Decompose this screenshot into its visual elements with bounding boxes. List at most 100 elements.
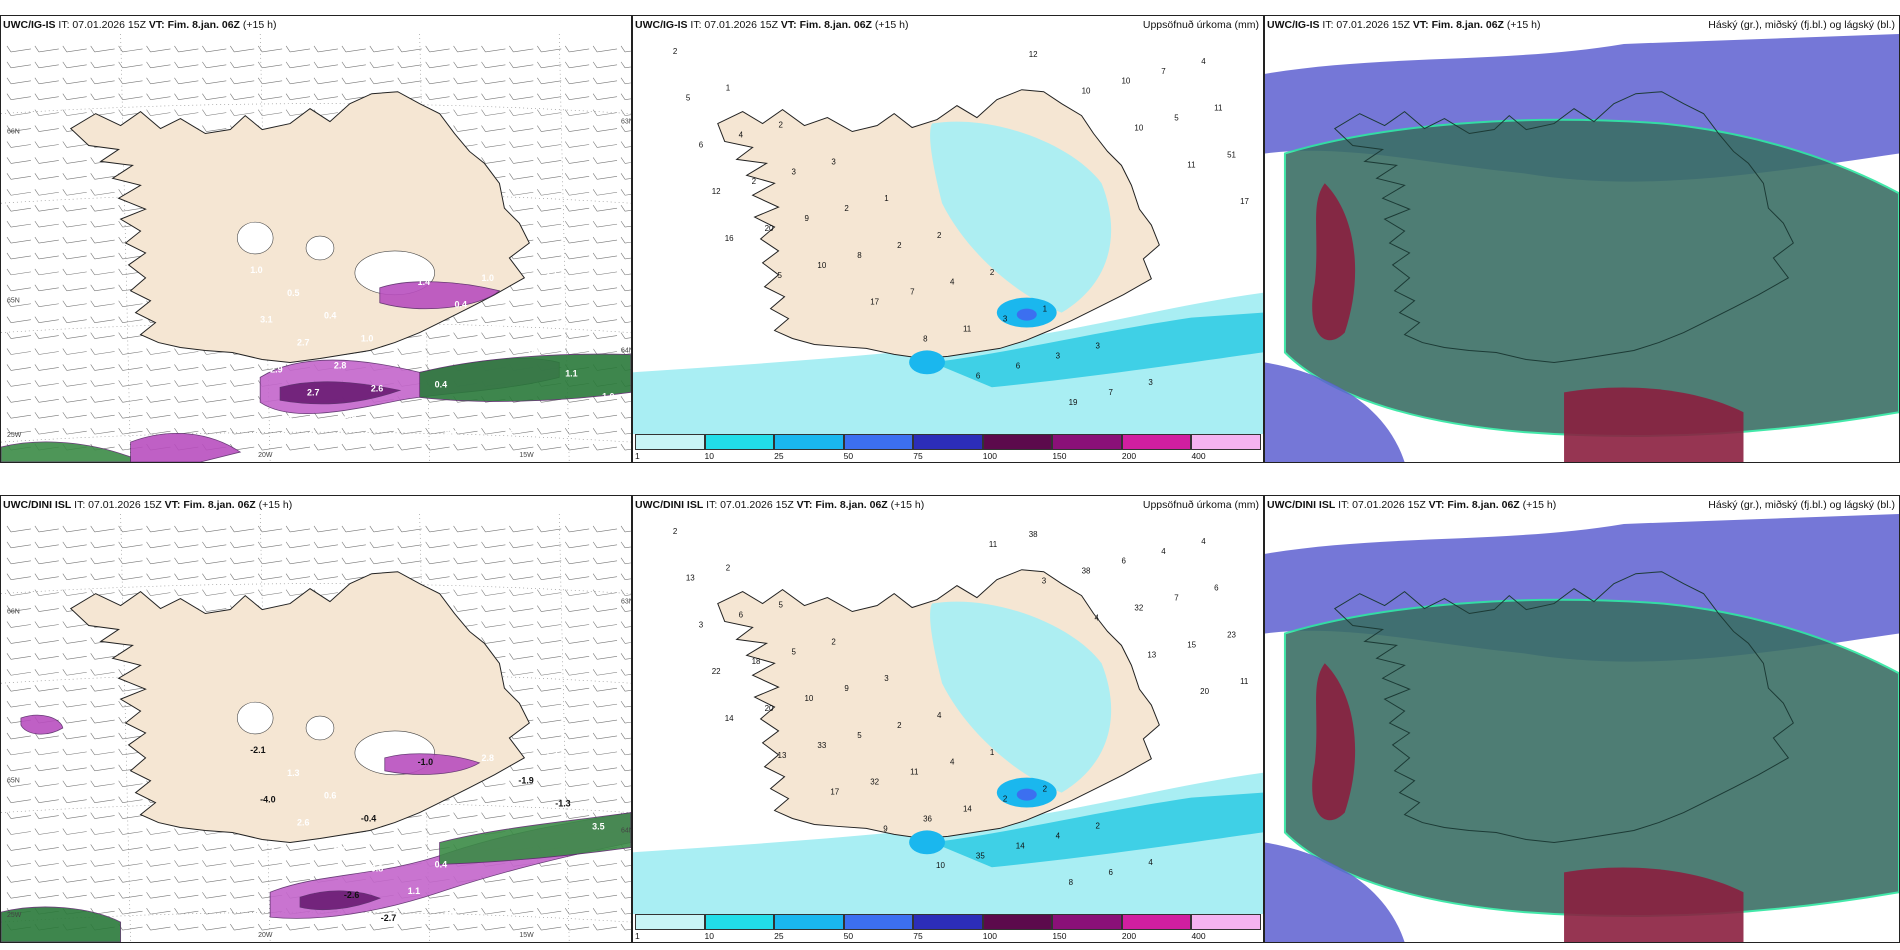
- wind-barb: [564, 348, 590, 355]
- wind-barb: [146, 348, 171, 355]
- wind-barb: [537, 700, 562, 708]
- wind-barb: [369, 844, 394, 851]
- precip-value: 2: [1096, 821, 1101, 830]
- wind-barb: [6, 700, 31, 708]
- wind-barb: [509, 892, 534, 899]
- temperature-value: 3.8: [528, 346, 540, 356]
- precip-value: 2: [726, 564, 731, 573]
- precip-value: 2: [937, 231, 942, 240]
- wind-barb: [564, 332, 590, 339]
- temperature-value: -2.1: [250, 745, 265, 755]
- coordinate-label: 65N: [7, 298, 20, 305]
- wind-barb: [62, 268, 87, 276]
- wind-barb: [564, 812, 590, 819]
- snow-band-core: [279, 381, 402, 405]
- wind-barb: [313, 844, 338, 851]
- wind-barb: [453, 907, 478, 915]
- precip-value: 2: [673, 527, 678, 536]
- wind-barb: [62, 860, 87, 867]
- colorbar-tick: 50: [843, 451, 854, 461]
- wind-barb: [6, 316, 31, 323]
- wind-barb: [564, 189, 590, 196]
- wind-barb: [592, 605, 618, 612]
- temperature-value: 1.0: [250, 265, 262, 275]
- wind-barb: [481, 812, 506, 819]
- wind-barb: [620, 653, 631, 660]
- wind-barb: [34, 173, 59, 180]
- wind-barb: [34, 669, 59, 676]
- wind-barb: [453, 541, 478, 549]
- wind-barb: [564, 892, 590, 899]
- wind-barb: [537, 557, 562, 565]
- wind-barb: [313, 443, 338, 451]
- precip-value: 13: [778, 751, 787, 760]
- wind-barb: [34, 605, 59, 612]
- wind-barb: [6, 764, 31, 772]
- wind-barb: [285, 61, 311, 69]
- wind-barb: [592, 621, 618, 628]
- temperature-value: 1.2: [508, 425, 520, 435]
- wind-barb: [34, 316, 59, 323]
- wind-barb: [6, 860, 31, 867]
- wind-barb: [230, 412, 255, 419]
- wind-barb: [90, 844, 115, 851]
- wind-barb: [6, 380, 31, 387]
- wind-barb: [285, 443, 311, 451]
- wind-barb: [285, 876, 311, 883]
- temperature-value: 0.7: [518, 296, 530, 306]
- coordinate-label: 63N: [621, 599, 631, 606]
- wind-barb: [90, 653, 115, 660]
- panel-row1-precip: UWC/IG-IS IT: 07.01.2026 15Z VT: Fim. 8.…: [632, 15, 1264, 463]
- wind-barb: [592, 907, 618, 915]
- precip-value: 16: [725, 234, 734, 243]
- wind-barb: [592, 716, 618, 724]
- wind-barb: [481, 907, 506, 915]
- precip-value: 4: [1095, 613, 1100, 622]
- panel-row2-wind-temp: UWC/DINI ISL IT: 07.01.2026 15Z VT: Fim.…: [0, 495, 632, 943]
- wind-barb: [564, 125, 590, 132]
- wind-barb: [202, 541, 227, 549]
- wind-barb: [118, 812, 143, 819]
- cloud-title: Háský (gr.), miðský (fj.bl.) og lágský (…: [1708, 19, 1895, 31]
- wind-barb: [34, 109, 59, 116]
- wind-barb: [118, 796, 143, 803]
- wind-barb: [592, 923, 618, 931]
- precip-value: 4: [739, 130, 744, 139]
- wind-barb: [257, 427, 283, 435]
- wind-barb: [285, 45, 311, 53]
- wind-barb: [6, 876, 31, 883]
- wind-barb: [453, 525, 478, 533]
- precip-value: 2: [1043, 785, 1048, 794]
- wind-barb: [90, 380, 115, 387]
- wind-barb: [90, 685, 115, 692]
- wind-barb: [6, 557, 31, 565]
- precip-value: 2: [673, 47, 678, 56]
- wind-barb: [202, 93, 227, 100]
- wind-barb: [509, 300, 534, 308]
- wind-barb: [537, 892, 562, 899]
- wind-barb: [453, 589, 478, 596]
- colorbar-tick: 200: [1121, 931, 1137, 941]
- wind-barb: [341, 427, 366, 435]
- wind-barb: [509, 316, 534, 323]
- wind-barb: [62, 780, 87, 788]
- wind-barb: [620, 764, 631, 772]
- precip-value: 38: [1082, 567, 1091, 576]
- temperature-value: 1.0: [481, 273, 493, 283]
- wind-barb: [146, 364, 171, 371]
- wind-barb: [341, 61, 366, 69]
- wind-barb: [174, 923, 199, 931]
- precip-value: 5: [686, 94, 691, 103]
- wind-barb: [34, 764, 59, 772]
- wind-barb: [481, 348, 506, 355]
- wind-barb: [592, 653, 618, 660]
- wind-barb: [592, 748, 618, 756]
- wind-barb: [509, 541, 534, 549]
- wind-barb: [453, 427, 478, 435]
- wind-barb: [564, 61, 590, 69]
- wind-barb: [509, 332, 534, 339]
- wind-barb: [146, 396, 171, 403]
- wind-barb: [564, 77, 590, 85]
- colorbar-swatch: [635, 914, 705, 930]
- wind-barb: [537, 716, 562, 724]
